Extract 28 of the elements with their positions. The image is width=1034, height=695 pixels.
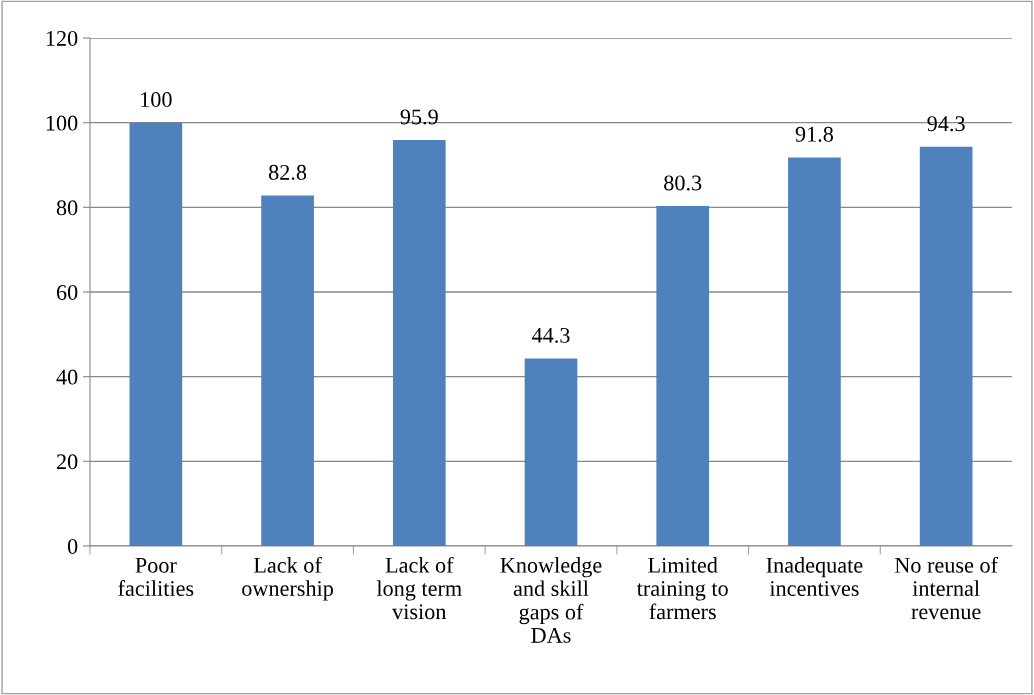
x-tick-label: Limited training to farmers	[636, 557, 728, 620]
y-tick-label: 40	[56, 369, 78, 385]
y-tick-label: 120	[46, 30, 78, 46]
x-tick-label: Knowledge and skill gaps of DAs	[500, 557, 602, 643]
bar	[919, 146, 973, 546]
bar	[524, 358, 578, 546]
data-label: 80.3	[664, 175, 702, 191]
data-label: 94.3	[927, 116, 965, 132]
bar	[129, 122, 183, 546]
y-tick-label: 60	[56, 284, 78, 300]
x-tick-label: Lack of ownership	[242, 556, 333, 601]
data-label: 91.8	[795, 126, 834, 142]
bar	[261, 195, 314, 546]
bar	[392, 140, 446, 546]
x-tick-label: Lack of long term vision	[376, 556, 462, 620]
x-tick-label: Inadequate incentives	[766, 557, 863, 596]
bar	[788, 157, 841, 546]
y-tick-label: 100	[46, 115, 78, 131]
y-tick-label: 20	[56, 454, 78, 470]
y-tick-label: 80	[56, 200, 78, 216]
y-tick-label: 0	[67, 538, 78, 554]
x-tick-label: No reuse of internal revenue	[894, 556, 998, 620]
x-tick-label: Poor facilities	[118, 557, 194, 596]
data-label: 44.3	[531, 327, 570, 343]
bar	[656, 206, 710, 546]
data-label: 82.8	[268, 164, 307, 180]
data-label: 95.9	[400, 109, 438, 125]
data-label: 100	[141, 92, 172, 108]
